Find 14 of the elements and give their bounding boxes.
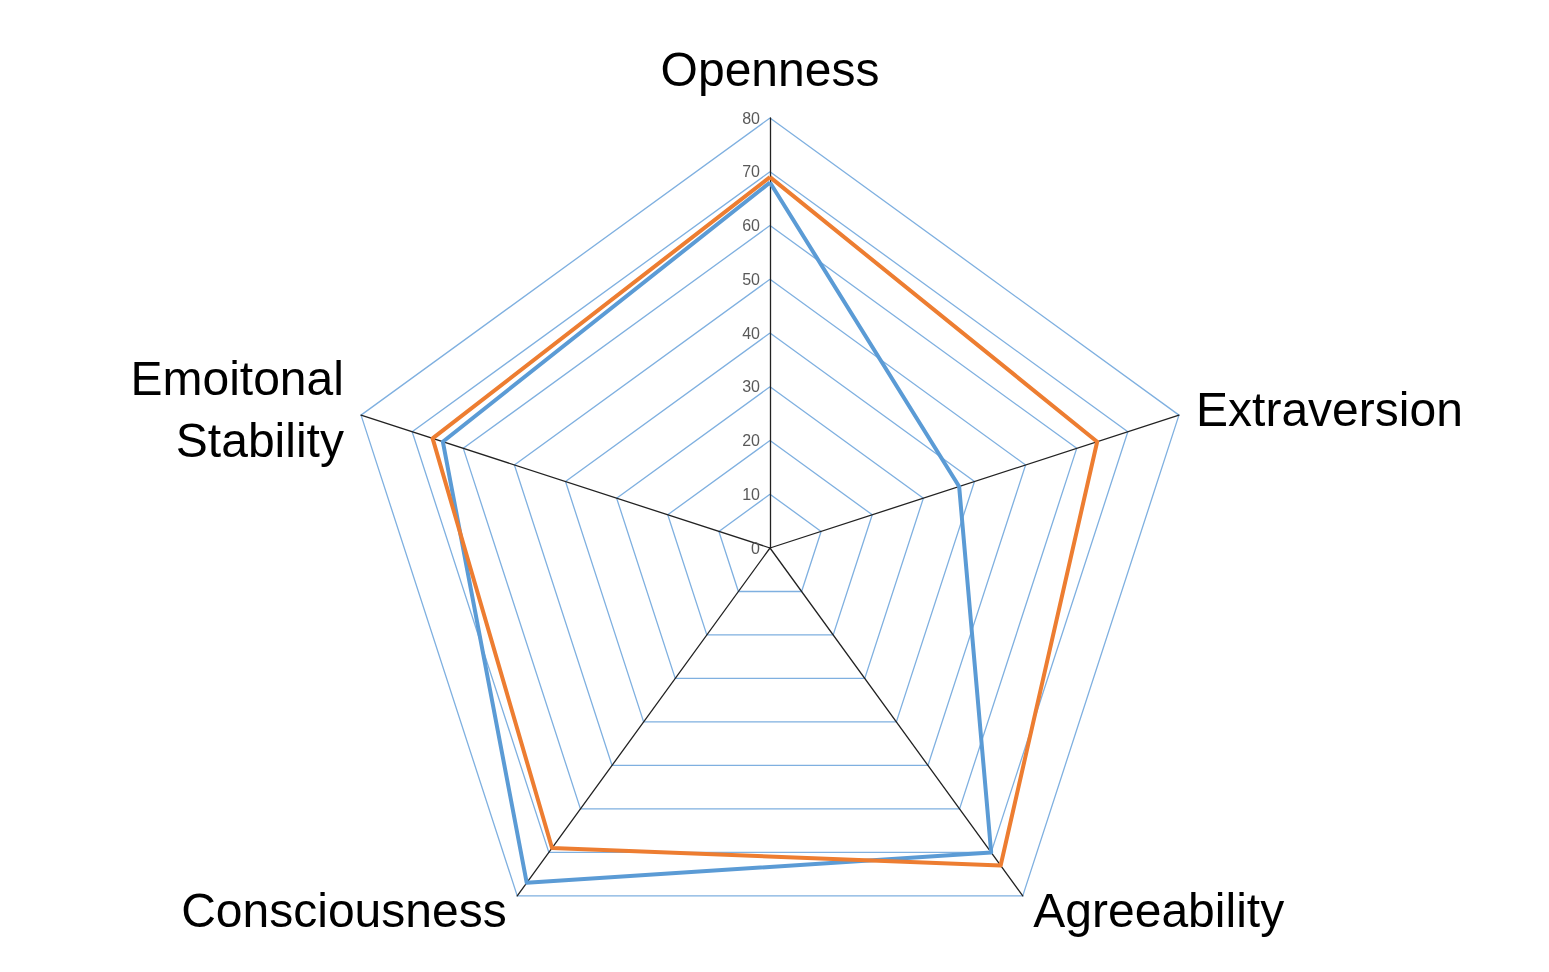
y-tick-label: 30	[742, 378, 761, 396]
spoke-label: Extraversion	[1196, 383, 1463, 437]
y-tick-label: 40	[742, 324, 761, 342]
y-tick-label: 0	[751, 539, 761, 557]
y-tick-label: 50	[742, 270, 761, 288]
y-tick-label: 20	[742, 432, 761, 449]
spoke-label: Openness	[660, 42, 880, 96]
y-tick-label: 10	[742, 485, 761, 503]
spoke-label: Consciousness	[181, 883, 507, 937]
y-tick-label: 70	[742, 163, 761, 181]
spoke-label: Agreeability	[1033, 883, 1285, 937]
y-tick-label: 80	[742, 109, 761, 127]
spoke-label: Emoitonal Stability	[130, 352, 344, 468]
y-tick-label: 60	[742, 217, 761, 234]
